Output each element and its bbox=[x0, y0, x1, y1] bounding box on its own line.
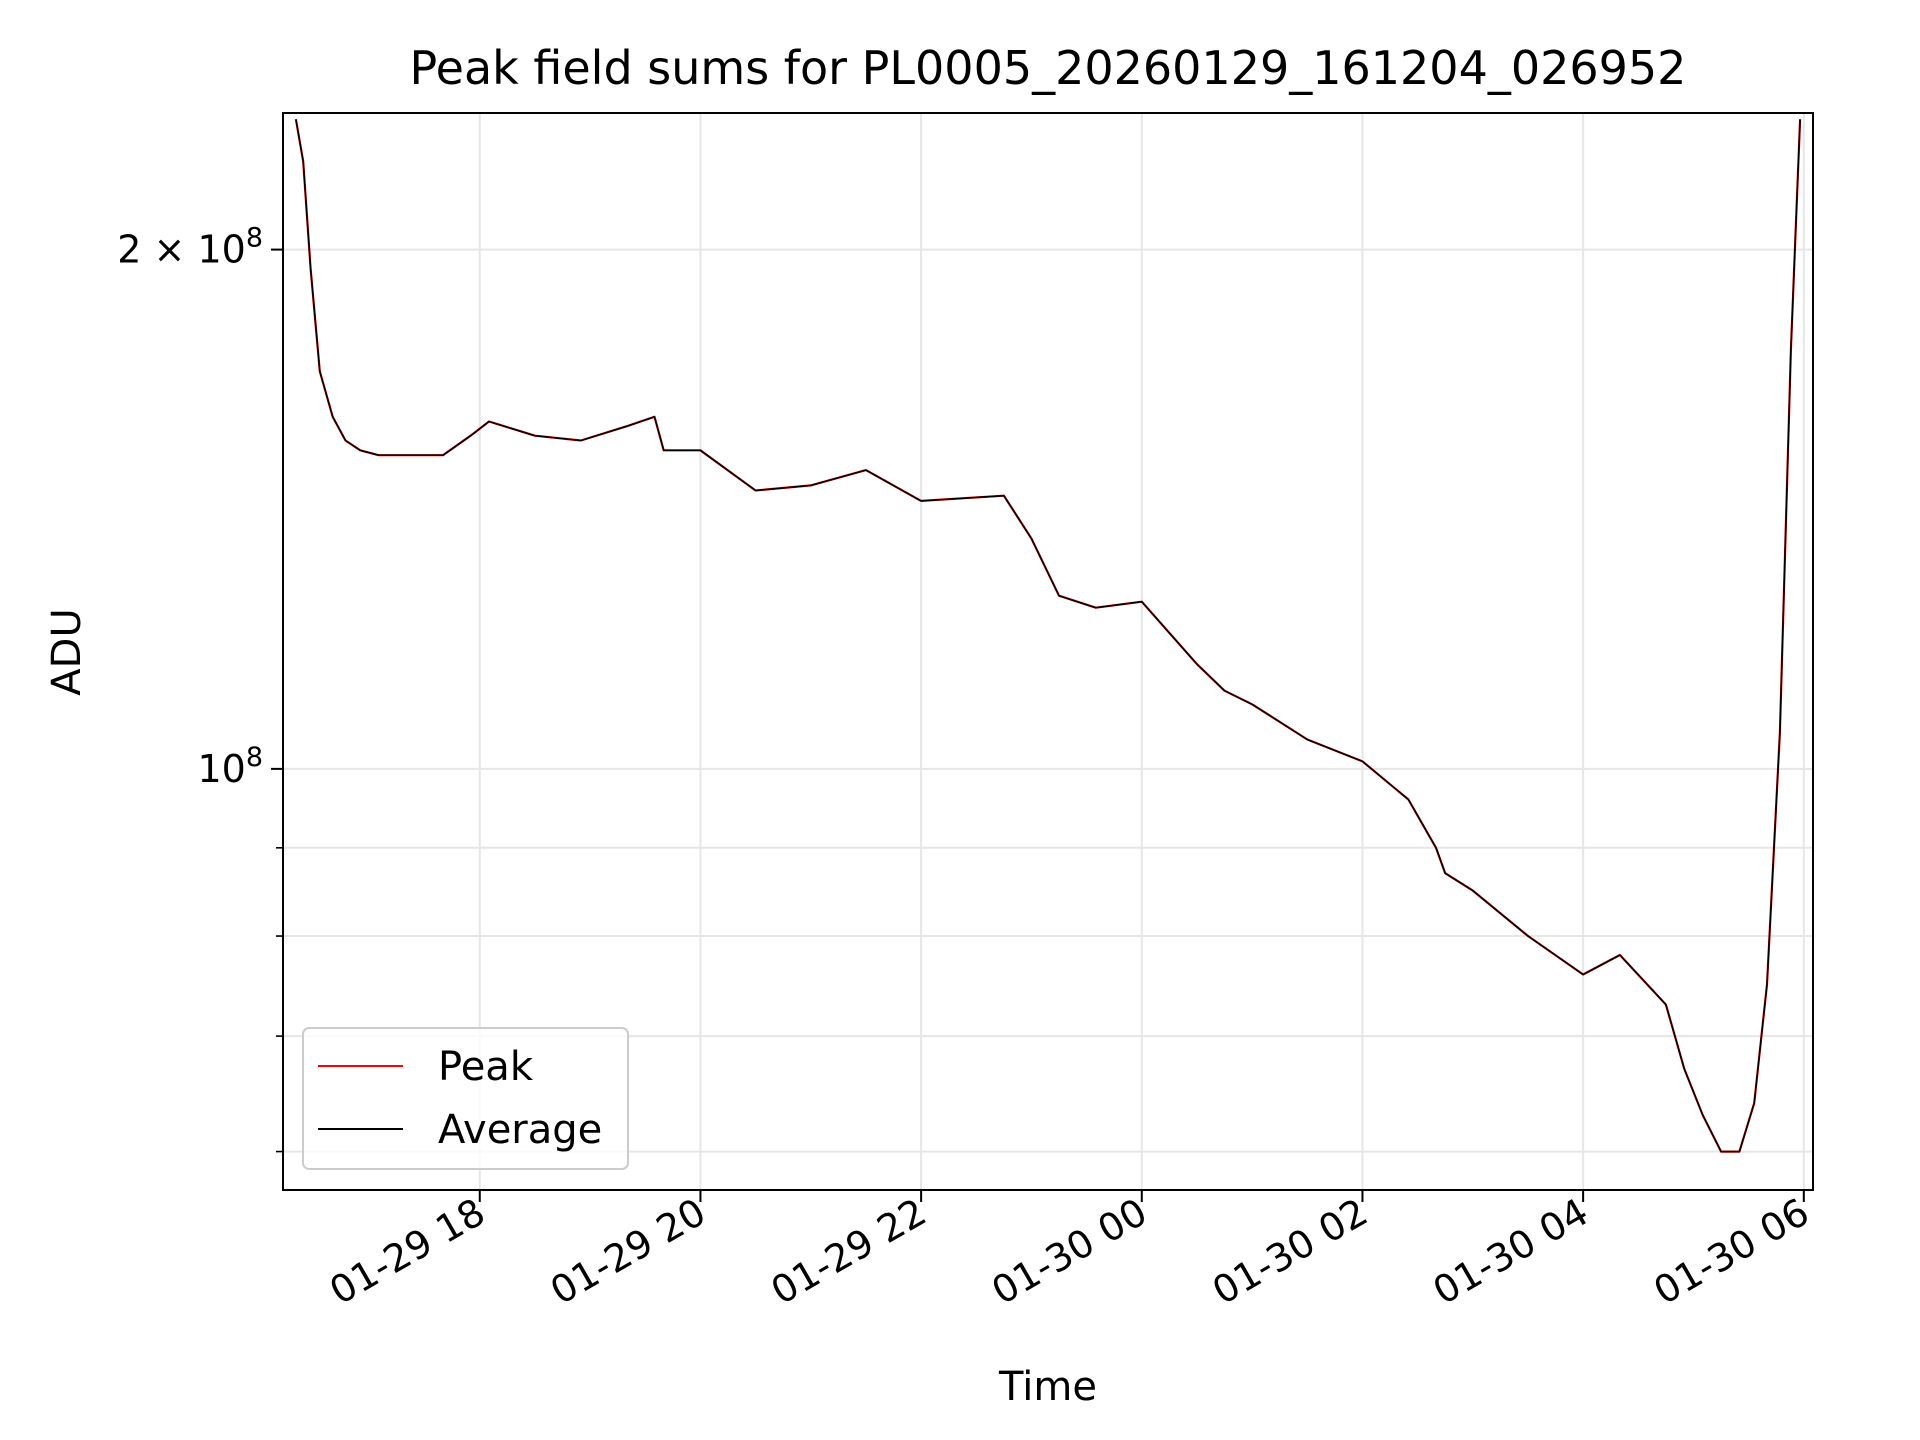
y-axis-label: ADU bbox=[44, 608, 90, 695]
plot-frame bbox=[282, 112, 1814, 1191]
legend-box bbox=[302, 1027, 629, 1170]
y-tick-label: 108 bbox=[197, 742, 263, 791]
y-tick-label: 2 × 108 bbox=[117, 223, 263, 272]
legend-label-peak: Peak bbox=[438, 1044, 534, 1090]
y-axis-ticks: 108 2 × 108 bbox=[117, 223, 283, 1153]
legend: Peak Average bbox=[302, 1027, 629, 1170]
x-axis-label: Time bbox=[998, 1364, 1097, 1410]
chart-title: Peak field sums for PL0005_20260129_1612… bbox=[410, 41, 1687, 95]
legend-label-average: Average bbox=[438, 1107, 602, 1153]
plot-lines bbox=[294, 119, 1802, 1153]
series-line-average bbox=[295, 119, 1801, 1153]
